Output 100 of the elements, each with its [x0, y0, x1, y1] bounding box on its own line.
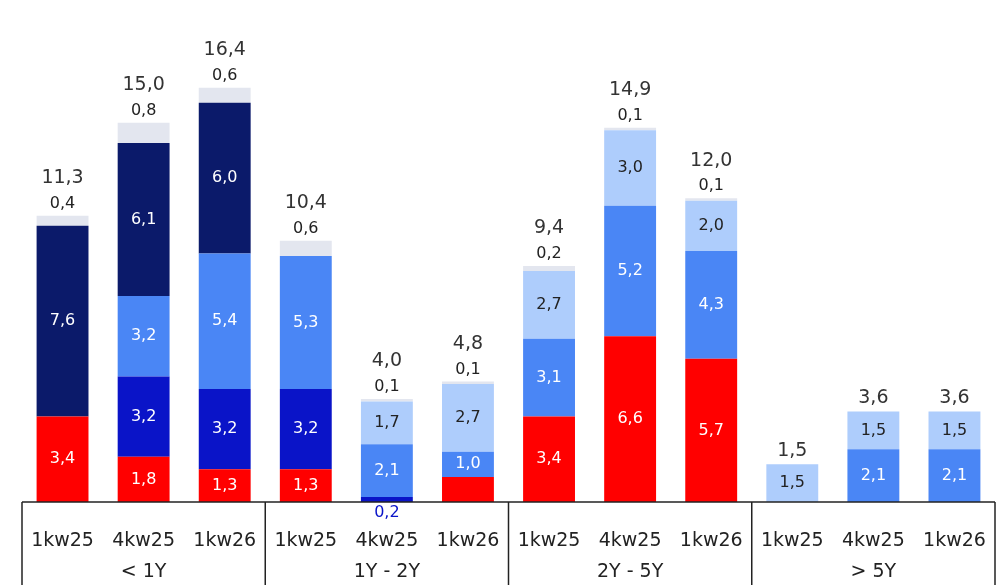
- bar: [604, 336, 657, 502]
- data-label: 1,5: [779, 472, 806, 492]
- data-label: 6,6: [617, 408, 643, 428]
- text: < 1Y: [120, 558, 167, 581]
- data-label: 2,1: [941, 464, 968, 484]
- x-tick-label: 1kw25: [31, 528, 94, 551]
- bar: [523, 270, 575, 339]
- bar: [604, 130, 657, 206]
- data-label: 5,2: [617, 260, 643, 280]
- bar: [36, 416, 89, 502]
- x-tick-label: 4kw25: [112, 528, 176, 551]
- data-label: 0,1: [374, 376, 400, 396]
- data-label: 0,2: [536, 243, 562, 263]
- x-tick-label: 4kw25: [355, 528, 419, 551]
- bar: [847, 449, 900, 502]
- data-label: 5,7: [698, 419, 724, 439]
- data-label: 1,7: [374, 412, 400, 432]
- bar: [279, 389, 332, 470]
- x-tick-label: 1kw26: [436, 528, 500, 551]
- data-label: 2,1: [374, 459, 400, 479]
- data-label: 0,6: [293, 218, 319, 237]
- data-label: 3,4: [536, 448, 562, 468]
- data-label: 2,7: [455, 407, 481, 427]
- data-label: 1,5: [860, 419, 887, 439]
- data-label: 3,2: [293, 418, 319, 438]
- data-label: 1,3: [211, 474, 238, 494]
- total-label: 1,5: [777, 437, 808, 460]
- bar: [766, 464, 819, 502]
- data-label: 6,1: [130, 208, 157, 228]
- bar: [685, 198, 738, 201]
- total-label: 11,3: [41, 165, 84, 188]
- data-label: 1,3: [293, 474, 319, 494]
- data-label: 3,1: [536, 366, 562, 386]
- bar: [442, 451, 494, 477]
- x-tick-label: 1kw26: [923, 528, 986, 551]
- total-label: 12,0: [690, 147, 733, 170]
- bar: [117, 122, 170, 143]
- data-label: 1,5: [941, 419, 968, 439]
- bar: [685, 200, 738, 251]
- bar: [117, 142, 170, 297]
- data-label: 0,4: [49, 192, 76, 212]
- data-label: 4,3: [698, 294, 724, 314]
- bar: [117, 296, 170, 377]
- bar: [523, 416, 575, 502]
- x-tick-label: 1kw25: [517, 528, 581, 551]
- bar: [685, 358, 738, 502]
- x-tick-label: 4kw25: [598, 528, 662, 551]
- data-label: 2,1: [860, 464, 887, 484]
- bar: [36, 225, 89, 417]
- bar: [198, 469, 251, 502]
- data-label: 2,7: [536, 294, 562, 314]
- data-label: 1,8: [130, 468, 157, 488]
- total-label: 16,4: [203, 37, 246, 60]
- data-label: 6,0: [211, 167, 238, 187]
- bar: [442, 381, 494, 384]
- bar: [279, 240, 332, 256]
- bar: [928, 411, 981, 450]
- bar: [847, 411, 900, 450]
- total-label: 15,0: [122, 72, 165, 95]
- bar: [117, 456, 170, 502]
- text: > 5Y: [850, 558, 897, 581]
- bar: [117, 376, 170, 457]
- x-tick-label: 1kw26: [193, 528, 257, 551]
- bar: [442, 476, 494, 502]
- bar: [279, 469, 332, 502]
- total-label: 3,6: [939, 385, 970, 408]
- bar: [198, 253, 251, 389]
- bar: [198, 102, 251, 254]
- bar: [523, 338, 575, 417]
- total-label: 4,8: [452, 330, 484, 353]
- data-label: 0,8: [130, 99, 157, 119]
- data-label: 5,4: [211, 310, 238, 330]
- data-label: 0,2: [374, 502, 400, 522]
- x-tick-label: 1kw26: [679, 528, 743, 551]
- data-label: 0,1: [698, 175, 724, 195]
- data-label: 0,6: [211, 64, 238, 84]
- data-label: 0,1: [455, 358, 481, 378]
- text: 2Y - 5Y: [596, 558, 664, 581]
- data-label: 3,0: [617, 157, 643, 177]
- data-label: 0,1: [617, 105, 643, 124]
- bar: [360, 399, 413, 402]
- bar: [360, 444, 413, 497]
- bar: [442, 383, 494, 452]
- total-label: 9,4: [533, 215, 565, 238]
- bar: [279, 255, 332, 389]
- bar: [928, 449, 981, 502]
- data-label: 1,0: [455, 453, 481, 473]
- x-tick-label: 1kw25: [760, 528, 824, 551]
- bar: [604, 205, 657, 337]
- total-label: 3,6: [858, 385, 889, 408]
- data-label: 2,0: [698, 214, 724, 234]
- bar: [685, 250, 738, 359]
- text: 1Y - 2Y: [353, 558, 421, 581]
- bar: [360, 401, 413, 445]
- bar: [36, 215, 89, 226]
- data-label: 7,6: [49, 310, 76, 330]
- total-label: 4,0: [371, 348, 402, 371]
- x-tick-label: 4kw25: [841, 528, 905, 551]
- bar: [523, 265, 575, 271]
- data-label: 3,2: [130, 405, 157, 425]
